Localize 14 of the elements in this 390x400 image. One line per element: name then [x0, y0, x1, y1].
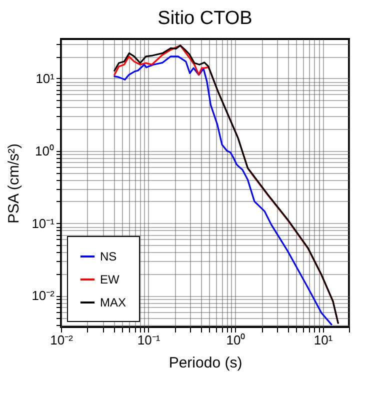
chart-title: Sitio CTOB	[158, 8, 252, 29]
x-tick-label: 10⁻²	[50, 332, 74, 348]
y-tick-label: 10⁻²	[32, 288, 56, 304]
legend-label: NS	[100, 250, 117, 264]
y-tick-label: 10⁻¹	[32, 216, 56, 231]
legend-label: EW	[100, 272, 120, 286]
legend-label: MAX	[100, 296, 126, 310]
x-tick-label: 10⁰	[226, 332, 246, 348]
y-axis-title: PSA (cm/s²)	[6, 143, 23, 224]
y-tick-label: 10⁰	[35, 143, 54, 158]
x-axis-title: Periodo (s)	[168, 354, 242, 372]
x-tick-label: 10¹	[314, 332, 334, 348]
y-tick-label: 10¹	[36, 70, 56, 86]
x-tick-label: 10⁻¹	[137, 332, 161, 348]
